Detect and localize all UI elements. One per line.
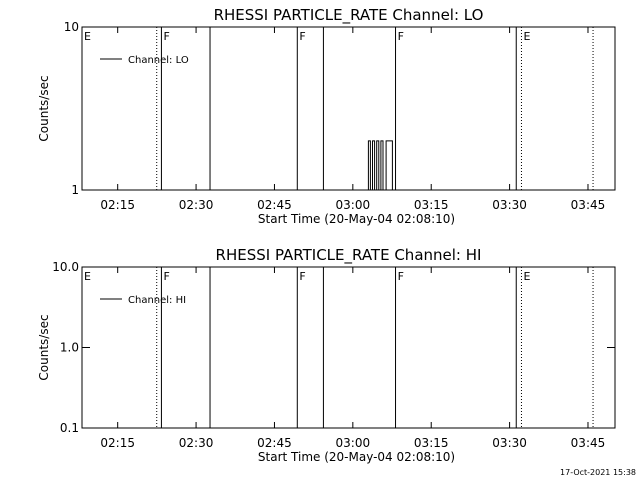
y-tick-label: 10.0 bbox=[52, 260, 79, 274]
panel-hi: RHESSI PARTICLE_RATE Channel: HI E F F F E 02:… bbox=[37, 246, 616, 464]
event-flag-f: F bbox=[299, 30, 305, 43]
x-axis-label: Start Time (20-May-04 02:08:10) bbox=[258, 450, 455, 464]
plot-frame bbox=[81, 266, 616, 429]
y-axis-label: Counts/sec bbox=[37, 75, 51, 141]
x-tick-label: 03:30 bbox=[492, 198, 527, 212]
x-tick-label: 03:15 bbox=[414, 436, 449, 450]
event-flag-e: E bbox=[84, 30, 91, 43]
y-tick-label: 1.0 bbox=[60, 341, 79, 355]
event-flag-f: F bbox=[163, 270, 169, 283]
event-flag-f: F bbox=[299, 270, 305, 283]
event-flag-f: F bbox=[163, 30, 169, 43]
chart-title: RHESSI PARTICLE_RATE Channel: LO bbox=[214, 6, 484, 25]
legend-entry: Channel: HI bbox=[128, 295, 186, 306]
panel-lo: RHESSI PARTICLE_RATE Channel: LO E F F F E 02:… bbox=[37, 6, 616, 226]
y-tick-label: 1 bbox=[71, 183, 79, 197]
event-flag-f: F bbox=[398, 30, 404, 43]
x-tick-label: 02:15 bbox=[100, 436, 135, 450]
series-line bbox=[367, 140, 397, 191]
generation-timestamp: 17-Oct-2021 15:38 bbox=[560, 468, 636, 477]
event-flag-e: E bbox=[524, 270, 531, 283]
x-tick-label: 03:15 bbox=[414, 198, 449, 212]
y-tick-label: 0.1 bbox=[60, 421, 79, 435]
event-flag-e: E bbox=[84, 270, 91, 283]
x-tick-label: 02:30 bbox=[179, 198, 214, 212]
x-tick-label: 03:00 bbox=[336, 436, 371, 450]
x-tick-label: 03:30 bbox=[492, 436, 527, 450]
x-tick-label: 02:45 bbox=[257, 436, 292, 450]
y-axis-label: Counts/sec bbox=[37, 314, 51, 380]
x-tick-label: 02:45 bbox=[257, 198, 292, 212]
event-flag-f: F bbox=[398, 270, 404, 283]
y-tick-label: 10 bbox=[64, 20, 79, 34]
x-tick-label: 03:00 bbox=[336, 198, 371, 212]
x-tick-label: 02:15 bbox=[100, 198, 135, 212]
x-tick-label: 03:45 bbox=[571, 198, 606, 212]
plot-frame bbox=[81, 26, 616, 191]
legend-entry: Channel: LO bbox=[128, 55, 189, 66]
x-axis-label: Start Time (20-May-04 02:08:10) bbox=[258, 212, 455, 226]
x-tick-label: 03:45 bbox=[571, 436, 606, 450]
x-tick-label: 02:30 bbox=[179, 436, 214, 450]
chart-title: RHESSI PARTICLE_RATE Channel: HI bbox=[216, 246, 482, 265]
event-flag-e: E bbox=[524, 30, 531, 43]
